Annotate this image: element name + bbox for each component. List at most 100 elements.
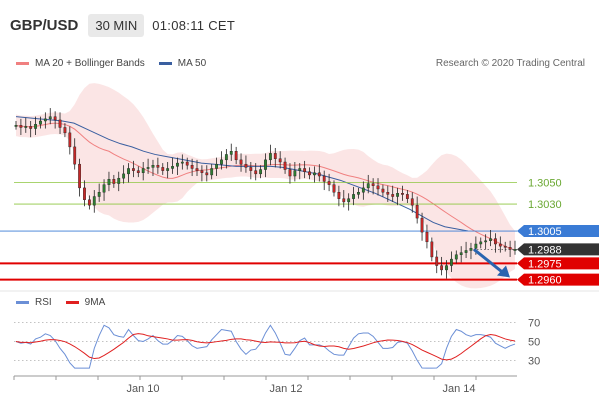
candle-body [283, 161, 287, 170]
candle-body [396, 193, 399, 197]
candle-body [58, 119, 62, 128]
level-label-text: 1.2975 [528, 258, 562, 270]
level-tag-support [517, 257, 599, 270]
forecast-arrow-head [497, 265, 510, 278]
candle-body [224, 154, 228, 161]
candle-body [381, 188, 385, 193]
candle-body [259, 169, 263, 175]
candle-body [371, 183, 375, 186]
ma50-legend-label: MA 50 [177, 58, 207, 69]
candle-body [190, 165, 194, 169]
level-label-text: 1.3005 [528, 226, 562, 238]
level-label-text: 1.2988 [528, 244, 562, 256]
candle-body [303, 168, 307, 172]
candle-body [29, 126, 33, 129]
candle-body [83, 187, 86, 200]
ma50-swatch [158, 62, 172, 65]
level-label-price: 1.2988 [517, 243, 599, 256]
candle-body [151, 165, 155, 168]
candle-body [293, 170, 297, 177]
x-tick-label: Jan 14 [442, 383, 475, 395]
candle-body [317, 172, 321, 177]
ma9-legend-label: 9MA [84, 297, 106, 308]
candle-body [244, 163, 248, 168]
candle-body [234, 151, 238, 161]
candle-body [508, 247, 512, 250]
candle-body [440, 265, 444, 271]
rsi-legend: RSI 9MA [16, 297, 105, 308]
candle-body [513, 249, 517, 251]
level-label-pivot: 1.3005 [517, 225, 599, 238]
candle-body [107, 179, 111, 185]
candle-body [176, 162, 179, 167]
candle-body [34, 124, 37, 129]
candle-body [127, 168, 130, 175]
candle-body [239, 159, 243, 165]
x-tick-label: Jan 12 [269, 383, 302, 395]
candle-body [366, 183, 370, 189]
candle-body [288, 169, 292, 177]
bb-swatch [16, 62, 29, 65]
level-label-text: 1.3050 [528, 178, 562, 190]
candle-body [136, 170, 140, 173]
candle-body [435, 256, 439, 266]
candle-body [210, 168, 214, 176]
chart-header: GBP/USD 30 MIN 01:08:11 CET [10, 12, 235, 38]
level-label-support: 1.2960 [517, 273, 599, 287]
candle-body [459, 252, 463, 255]
level-tag-pivot [517, 225, 599, 238]
forecast-arrow-shaft [473, 248, 505, 275]
candle-body [200, 170, 204, 173]
candle-body [102, 184, 106, 193]
candle-body [410, 198, 414, 206]
candle-body [425, 231, 429, 243]
candle-body [171, 166, 174, 169]
candle-body [220, 159, 223, 165]
candle-body [14, 125, 18, 127]
candle-body [43, 118, 47, 122]
candle-body [273, 153, 277, 159]
candle-body [322, 175, 326, 182]
rsi-swatch [16, 301, 29, 304]
candle-body [268, 153, 272, 161]
candle-body [63, 127, 67, 134]
candle-body [215, 163, 218, 169]
candle-body [278, 158, 282, 163]
candle-body [180, 161, 184, 164]
candle-body [469, 248, 473, 251]
candle-body [78, 163, 81, 189]
level-label-resistance: 1.3030 [528, 199, 562, 211]
level-label-resistance: 1.3050 [528, 178, 562, 190]
candle-body [347, 198, 351, 203]
candle-body [361, 187, 365, 193]
candle-body [185, 161, 189, 166]
candle-body [205, 172, 209, 176]
candle-body [450, 258, 453, 266]
candle-body [254, 170, 258, 175]
level-label-text: 1.2960 [528, 275, 562, 287]
candle-body [391, 194, 395, 197]
timeframe-badge[interactable]: 30 MIN [88, 13, 145, 37]
candle-body [498, 243, 502, 247]
rsi-line [15, 324, 516, 369]
candle-body [141, 168, 145, 173]
candle-body [97, 192, 101, 197]
candle-body [92, 196, 96, 206]
timestamp: 01:08:11 CET [152, 17, 236, 33]
candle-body [420, 217, 424, 233]
candle-body [156, 165, 160, 168]
rsi-legend-label: RSI [35, 297, 52, 308]
bb-legend-label: MA 20 + Bollinger Bands [35, 58, 145, 69]
candle-body [73, 146, 77, 165]
bollinger-band-area [16, 83, 515, 289]
level-label-support: 1.2975 [517, 257, 599, 270]
candle-body [53, 116, 57, 121]
candle-body [161, 167, 165, 171]
candle-body [166, 168, 170, 171]
candle-body [357, 192, 360, 195]
rsi-tick-label: 70 [528, 318, 540, 330]
candle-body [195, 168, 199, 171]
candle-body [415, 204, 419, 219]
candle-body [352, 194, 355, 199]
